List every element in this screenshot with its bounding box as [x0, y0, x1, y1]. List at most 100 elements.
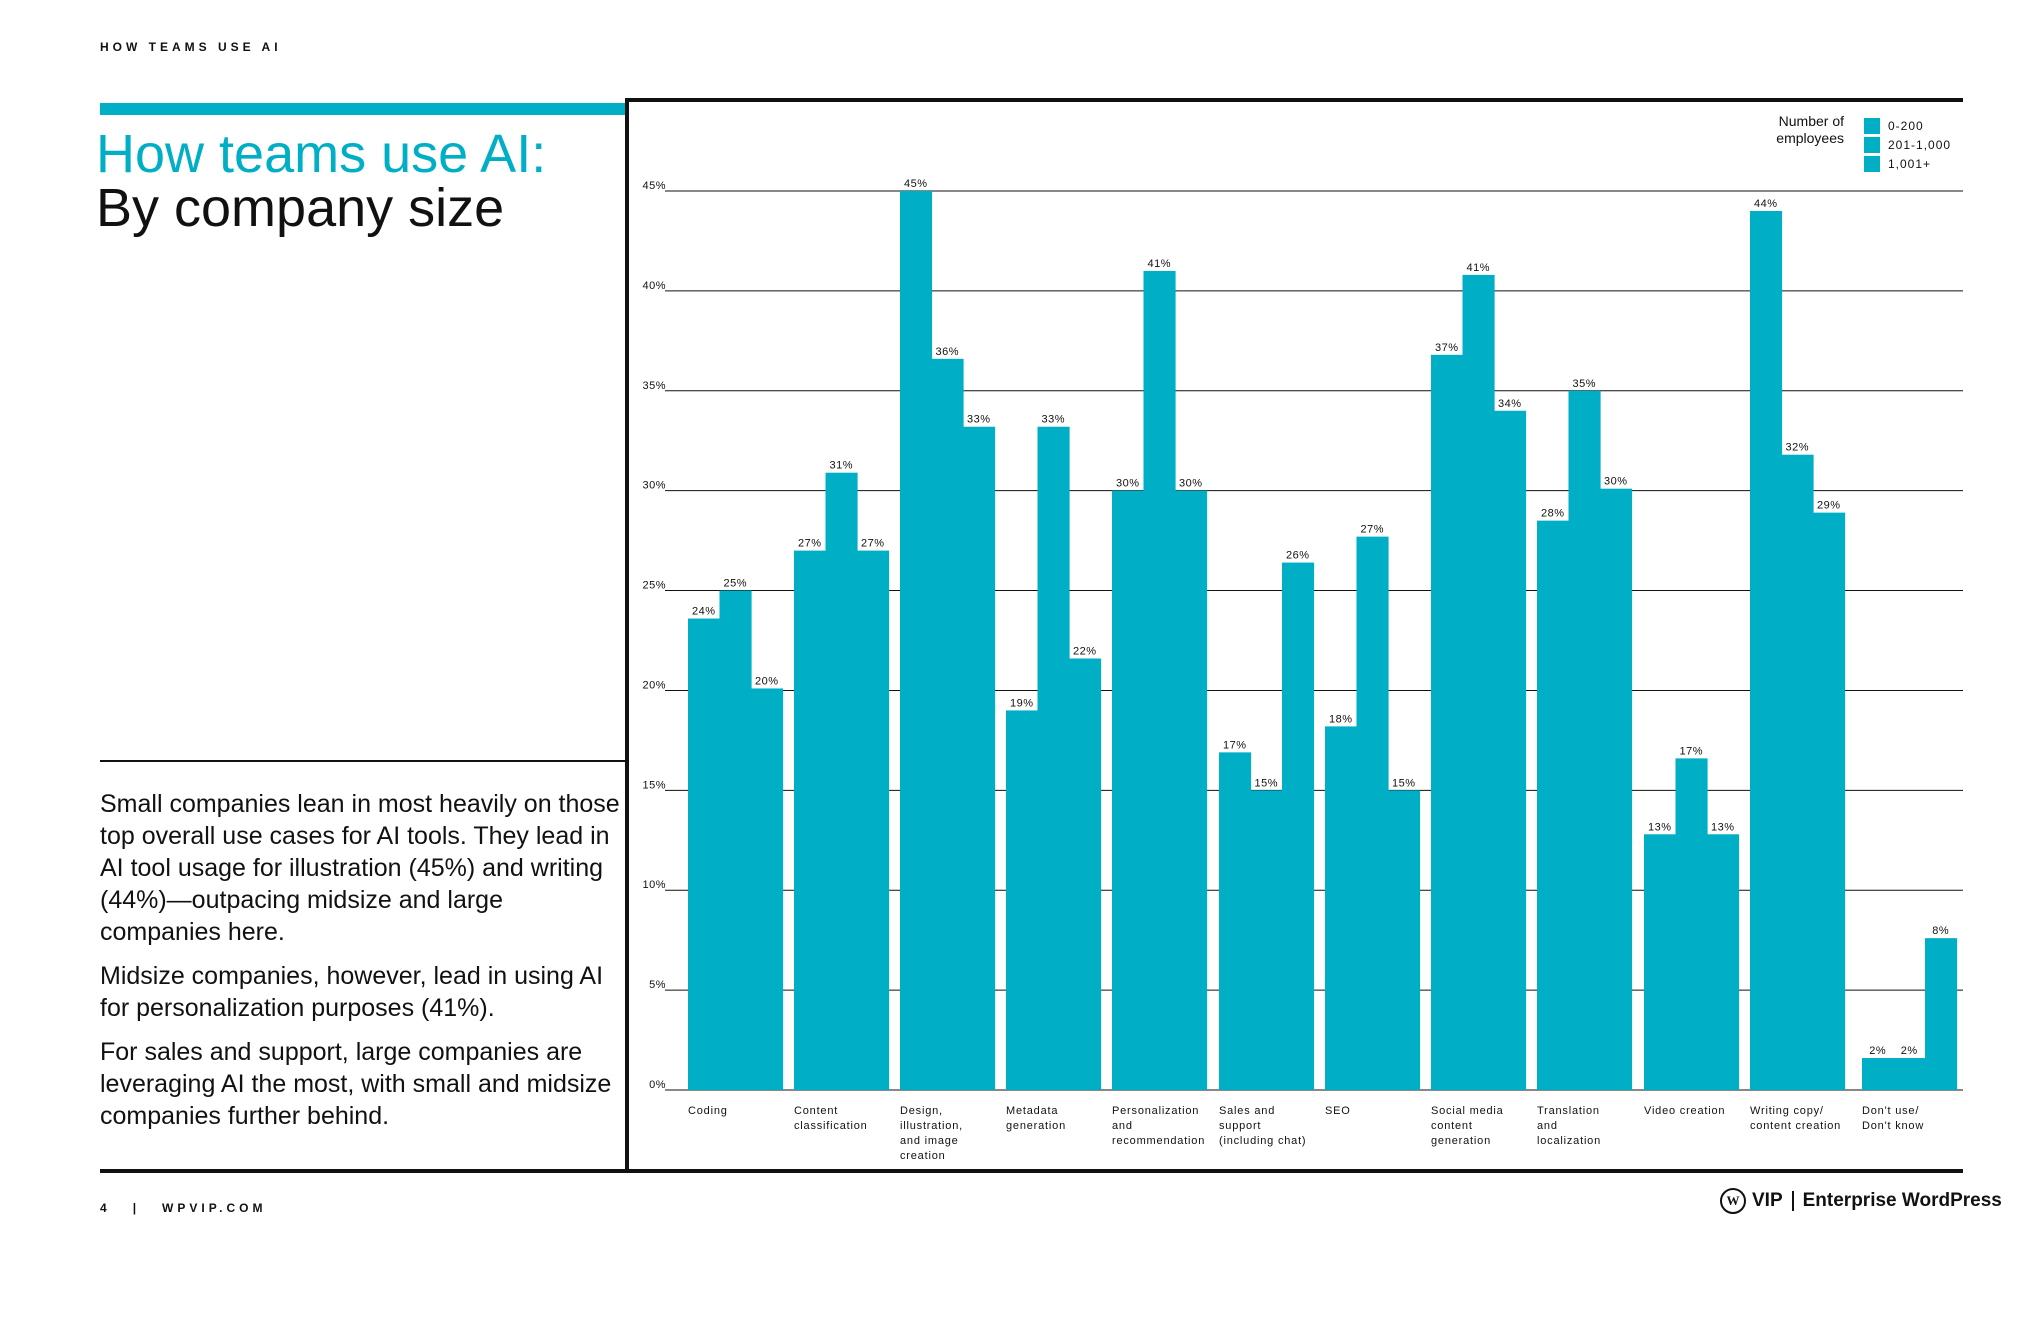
page-number: 4 — [100, 1201, 111, 1215]
data-label: 32% — [1785, 442, 1809, 454]
data-label: 35% — [1572, 378, 1596, 390]
body-text: Small companies lean in most heavily on … — [100, 788, 620, 1144]
page-subtitle: By company size — [96, 178, 505, 238]
category-label: Don't use/ — [1862, 1105, 1919, 1117]
data-label-background — [1070, 644, 1099, 657]
data-label: 41% — [1466, 262, 1490, 274]
legend-title-line1: Number of — [1778, 113, 1844, 129]
data-label-background — [933, 344, 962, 357]
data-label: 44% — [1754, 198, 1778, 210]
bar — [1781, 454, 1814, 1090]
bar — [1431, 354, 1464, 1091]
data-label-background — [795, 536, 824, 549]
category-label: Translation — [1537, 1105, 1600, 1117]
bar — [1388, 790, 1421, 1090]
y-tick-label: 15% — [642, 779, 666, 791]
bar — [963, 426, 996, 1090]
category-label: recommendation — [1112, 1135, 1205, 1147]
data-label: 18% — [1329, 713, 1353, 725]
data-label: 30% — [1179, 478, 1203, 490]
accent-bar — [100, 103, 627, 115]
data-label: 41% — [1147, 258, 1171, 270]
data-label: 13% — [1711, 821, 1735, 833]
bottom-rule — [100, 1169, 1963, 1173]
bar — [1644, 834, 1677, 1090]
top-rule — [627, 98, 1963, 102]
footer-separator: | — [132, 1201, 141, 1215]
bar — [1537, 520, 1570, 1090]
site-link[interactable]: WPVIP.COM — [162, 1201, 267, 1215]
data-label-background — [1863, 1044, 1892, 1057]
data-label-background — [689, 604, 718, 617]
data-label-background — [1926, 924, 1955, 937]
category-label: Design, — [900, 1105, 943, 1117]
bar — [1219, 752, 1252, 1090]
data-label: 20% — [755, 675, 779, 687]
bar — [1462, 274, 1495, 1090]
category-label: illustration, — [900, 1120, 963, 1132]
data-label-background — [901, 177, 930, 189]
category-label: and — [1537, 1120, 1558, 1132]
category-label: Metadata — [1006, 1105, 1058, 1117]
data-label: 28% — [1541, 508, 1565, 520]
category-label: content — [1431, 1120, 1473, 1132]
category-label: Video creation — [1644, 1105, 1725, 1117]
data-label-background — [721, 576, 750, 589]
bar — [1006, 710, 1039, 1090]
data-label-background — [1389, 776, 1418, 789]
legend-swatch — [1864, 156, 1880, 172]
data-label-background — [1252, 776, 1281, 789]
data-label-background — [1326, 712, 1355, 725]
bar — [1925, 938, 1958, 1090]
body-paragraph-2: Midsize companies, however, lead in usin… — [100, 962, 604, 1022]
wordpress-icon: W — [1720, 1188, 1746, 1214]
bar — [1112, 490, 1145, 1091]
bar — [1325, 726, 1358, 1090]
data-label: 19% — [1010, 697, 1034, 709]
y-tick-label: 35% — [642, 380, 666, 392]
bar — [1143, 270, 1176, 1090]
data-label: 8% — [1932, 925, 1949, 937]
data-label-background — [1039, 412, 1068, 425]
data-label-background — [1007, 696, 1036, 709]
text-section-rule — [100, 760, 626, 762]
data-label: 45% — [904, 178, 928, 190]
data-label-background — [858, 536, 887, 549]
bar — [1356, 536, 1389, 1090]
category-label: content creation — [1750, 1120, 1841, 1132]
bar — [1250, 790, 1283, 1090]
bar — [1893, 1058, 1926, 1090]
y-tick-label: 25% — [642, 580, 666, 592]
bar — [825, 472, 858, 1091]
y-tick-label: 40% — [642, 280, 666, 292]
data-label: 37% — [1435, 342, 1459, 354]
data-label: 2% — [1901, 1045, 1918, 1057]
legend-swatch — [1864, 118, 1880, 134]
category-label: generation — [1006, 1120, 1066, 1132]
data-label: 33% — [1041, 414, 1065, 426]
y-tick-label: 30% — [642, 480, 666, 492]
page-title: How teams use AI: — [96, 124, 547, 184]
category-label: Social media — [1431, 1105, 1504, 1117]
header-label: HOW TEAMS USE AI — [100, 40, 282, 54]
category-label: Writing copy/ — [1750, 1105, 1824, 1117]
data-label: 30% — [1116, 478, 1140, 490]
data-label-background — [1708, 820, 1737, 833]
bar — [1175, 490, 1208, 1091]
bar — [1675, 758, 1708, 1090]
data-label: 26% — [1286, 550, 1310, 562]
bar — [1568, 390, 1601, 1090]
data-label: 17% — [1223, 739, 1247, 751]
data-label-background — [1645, 820, 1674, 833]
bar — [1069, 658, 1102, 1090]
data-label-background — [1145, 256, 1174, 269]
legend-swatch — [1864, 137, 1880, 153]
data-label-background — [1358, 522, 1387, 535]
y-tick-label: 45% — [642, 180, 666, 192]
data-label-background — [1601, 474, 1630, 487]
bar — [719, 590, 752, 1090]
logo-vip: VIP — [1752, 1190, 1783, 1211]
data-label: 22% — [1073, 645, 1097, 657]
data-label-background — [964, 412, 993, 425]
